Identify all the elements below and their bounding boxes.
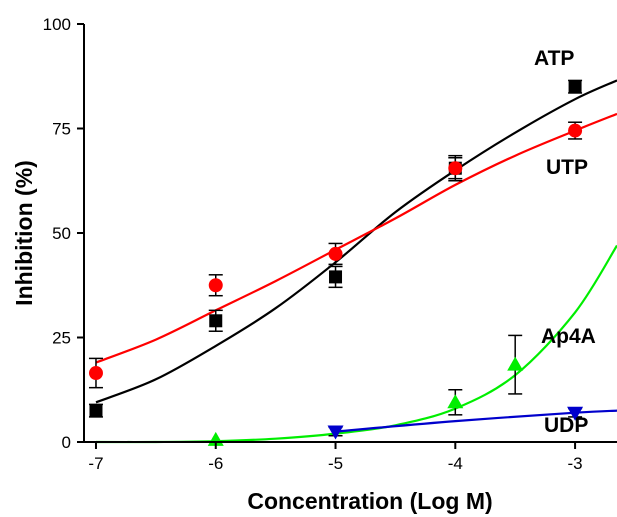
fit-curves bbox=[95, 79, 617, 444]
data-point-atp bbox=[329, 270, 343, 284]
y-ticks: 0 25 50 75 100 bbox=[43, 15, 84, 452]
data-point-utp bbox=[448, 161, 463, 176]
data-point-utp bbox=[568, 123, 583, 138]
data-point-udp bbox=[567, 406, 584, 421]
data-point-atp bbox=[209, 314, 223, 328]
x-tick-label: -3 bbox=[568, 454, 583, 473]
x-ticks: -7 -6 -5 -4 -3 bbox=[88, 442, 583, 473]
data-point-atp bbox=[89, 404, 103, 418]
data-point-utp bbox=[208, 278, 223, 293]
x-tick-label: -4 bbox=[448, 454, 463, 473]
fit-curve-utp bbox=[95, 112, 617, 364]
series-label-utp: UTP bbox=[546, 156, 588, 179]
series-label-atp: ATP bbox=[534, 47, 574, 70]
y-tick-label: 25 bbox=[52, 329, 71, 348]
fit-curve-ap4a bbox=[95, 244, 617, 444]
y-tick-label: 100 bbox=[43, 15, 71, 34]
data-point-udp bbox=[327, 425, 344, 440]
data-point-ap4a bbox=[447, 394, 464, 409]
y-tick-label: 75 bbox=[52, 120, 71, 139]
x-tick-label: -5 bbox=[328, 454, 343, 473]
data-point-utp bbox=[88, 366, 103, 381]
series-label-udp: UDP bbox=[544, 414, 588, 437]
x-tick-label: -6 bbox=[208, 454, 223, 473]
x-tick-label: -7 bbox=[88, 454, 103, 473]
y-axis-title: Inhibition (%) bbox=[11, 160, 37, 306]
data-point-utp bbox=[328, 246, 343, 261]
series-label-ap4a: Ap4A bbox=[541, 325, 596, 348]
data-point-atp bbox=[568, 80, 582, 94]
x-axis-title: Concentration (Log M) bbox=[247, 488, 492, 514]
data-point-ap4a bbox=[507, 356, 524, 371]
fit-curve-udp bbox=[335, 409, 617, 433]
fit-curve-atp bbox=[95, 79, 617, 404]
y-tick-label: 50 bbox=[52, 224, 71, 243]
y-tick-label: 0 bbox=[62, 433, 71, 452]
